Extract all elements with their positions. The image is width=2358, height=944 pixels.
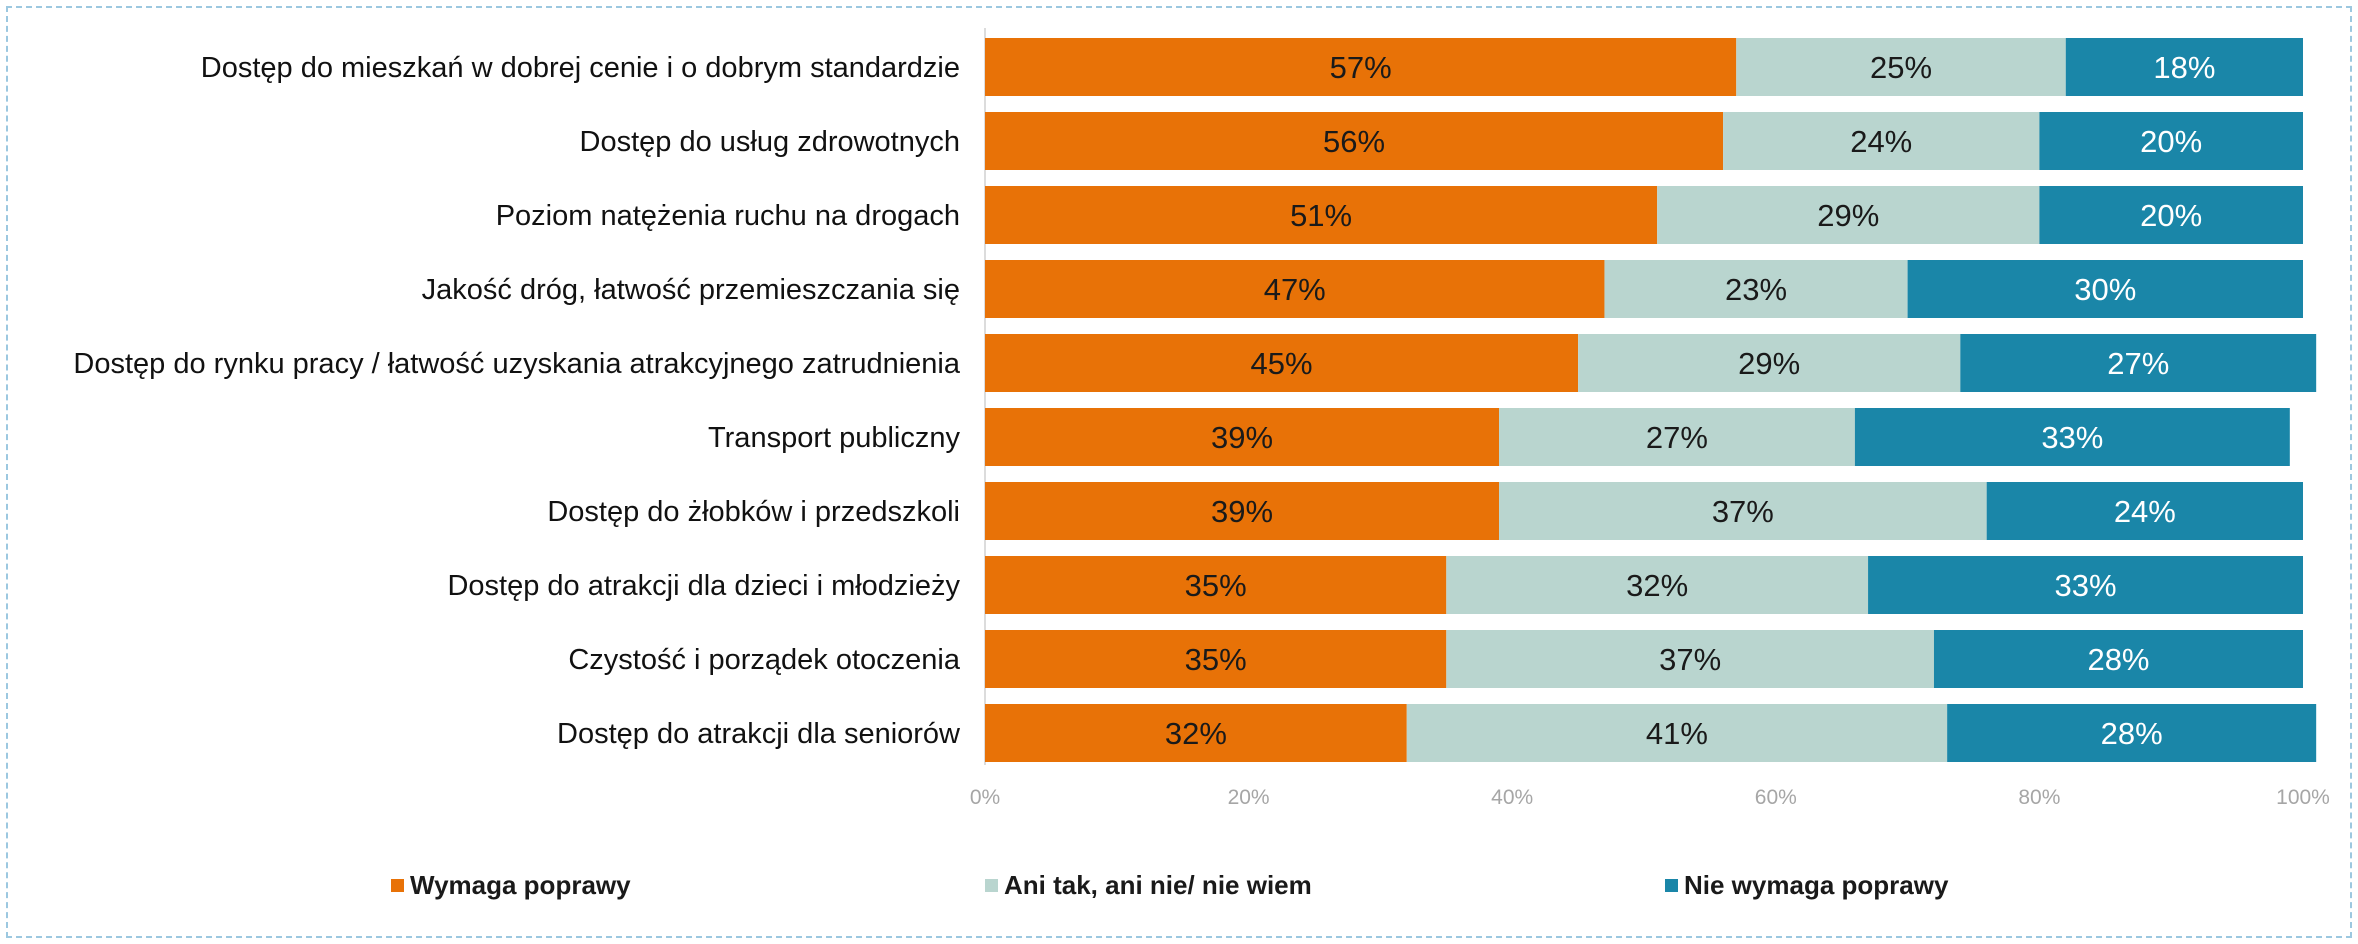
x-tick-label: 60%: [1755, 786, 1797, 809]
data-label: 56%: [1323, 124, 1385, 159]
category-label: Dostęp do rynku pracy / łatwość uzyskani…: [73, 348, 960, 380]
bar-segment-nie-wymaga-poprawy: [1933, 630, 2303, 688]
legend-label: Nie wymaga poprawy: [1684, 870, 1949, 900]
bar-segment-ani-tak-ani-nie: [1723, 112, 2040, 170]
bar-segment-ani-tak-ani-nie: [1499, 482, 1987, 540]
data-label: 27%: [1646, 420, 1708, 455]
bar-segment-nie-wymaga-poprawy: [2039, 186, 2303, 244]
data-label: 35%: [1185, 642, 1247, 677]
bar-segment-wymaga-poprawy: [985, 630, 1447, 688]
data-label: 24%: [1850, 124, 1912, 159]
bar-segment-ani-tak-ani-nie: [1499, 408, 1855, 466]
category-label: Transport publiczny: [708, 422, 960, 454]
bar-segment-wymaga-poprawy: [985, 556, 1447, 614]
legend-swatch-teal: [1665, 879, 1678, 892]
chart-frame: [6, 6, 2352, 938]
category-label: Czystość i porządek otoczenia: [568, 644, 961, 676]
x-tick-label: 80%: [2018, 786, 2060, 809]
data-label: 32%: [1626, 568, 1688, 603]
data-label: 20%: [2140, 124, 2202, 159]
bar-segment-wymaga-poprawy: [985, 704, 1407, 762]
data-label: 32%: [1165, 716, 1227, 751]
x-tick-label: 20%: [1228, 786, 1270, 809]
category-label: Dostęp do atrakcji dla dzieci i młodzież…: [447, 570, 960, 602]
data-label: 28%: [2087, 642, 2149, 677]
bar-segment-nie-wymaga-poprawy: [1947, 704, 2317, 762]
data-label: 27%: [2107, 346, 2169, 381]
bar-segment-ani-tak-ani-nie: [1406, 704, 1948, 762]
bar-segment-wymaga-poprawy: [985, 186, 1658, 244]
data-label: 25%: [1870, 50, 1932, 85]
data-label: 28%: [2101, 716, 2163, 751]
legend-item-nie-wymaga-poprawy: Nie wymaga poprawy: [1665, 870, 1948, 901]
legend-item-wymaga-poprawy: Wymaga poprawy: [391, 870, 631, 901]
data-label: 29%: [1817, 198, 1879, 233]
data-label: 41%: [1646, 716, 1708, 751]
bar-segment-nie-wymaga-poprawy: [1868, 556, 2303, 614]
data-label: 23%: [1725, 272, 1787, 307]
bar-segment-ani-tak-ani-nie: [1604, 260, 1908, 318]
bar-segment-nie-wymaga-poprawy: [1960, 334, 2317, 392]
bar-segment-wymaga-poprawy: [985, 482, 1500, 540]
bar-segment-nie-wymaga-poprawy: [2039, 112, 2303, 170]
bar-segment-wymaga-poprawy: [985, 112, 1724, 170]
data-label: 29%: [1738, 346, 1800, 381]
bar-segment-ani-tak-ani-nie: [1446, 556, 1869, 614]
category-label: Jakość dróg, łatwość przemieszczania się: [422, 274, 960, 306]
data-label: 37%: [1659, 642, 1721, 677]
data-label: 33%: [2055, 568, 2117, 603]
bar-segment-wymaga-poprawy: [985, 334, 1579, 392]
x-tick-label: 100%: [2276, 786, 2330, 809]
data-label: 47%: [1264, 272, 1326, 307]
legend-label: Ani tak, ani nie/ nie wiem: [1004, 870, 1312, 900]
data-label: 37%: [1712, 494, 1774, 529]
legend-label: Wymaga poprawy: [410, 870, 631, 900]
data-label: 51%: [1290, 198, 1352, 233]
data-label: 35%: [1185, 568, 1247, 603]
category-label: Dostęp do atrakcji dla seniorów: [557, 718, 961, 750]
legend-swatch-orange: [391, 879, 404, 892]
bar-segment-nie-wymaga-poprawy: [1986, 482, 2303, 540]
bar-segment-nie-wymaga-poprawy: [1854, 408, 2290, 466]
x-tick-label: 40%: [1491, 786, 1533, 809]
data-label: 20%: [2140, 198, 2202, 233]
data-label: 24%: [2114, 494, 2176, 529]
bar-segment-nie-wymaga-poprawy: [2065, 38, 2303, 96]
bar-segment-ani-tak-ani-nie: [1736, 38, 2066, 96]
bar-segment-wymaga-poprawy: [985, 260, 1605, 318]
x-tick-label: 0%: [970, 786, 1000, 809]
legend-swatch-lightgreen: [985, 879, 998, 892]
data-label: 39%: [1211, 420, 1273, 455]
bar-segment-wymaga-poprawy: [985, 408, 1500, 466]
bar-segment-wymaga-poprawy: [985, 38, 1737, 96]
data-label: 33%: [2041, 420, 2103, 455]
category-label: Dostęp do mieszkań w dobrej cenie i o do…: [201, 52, 960, 84]
bar-segment-ani-tak-ani-nie: [1657, 186, 2040, 244]
category-label: Dostęp do żłobków i przedszkoli: [547, 496, 960, 528]
data-label: 57%: [1330, 50, 1392, 85]
data-label: 45%: [1251, 346, 1313, 381]
legend-item-ani-tak-ani-nie: Ani tak, ani nie/ nie wiem: [985, 870, 1312, 901]
data-label: 18%: [2153, 50, 2215, 85]
bar-segment-ani-tak-ani-nie: [1446, 630, 1934, 688]
category-label: Dostęp do usług zdrowotnych: [580, 126, 960, 158]
data-label: 30%: [2074, 272, 2136, 307]
data-label: 39%: [1211, 494, 1273, 529]
bar-segment-ani-tak-ani-nie: [1578, 334, 1961, 392]
category-label: Poziom natężenia ruchu na drogach: [496, 200, 960, 232]
bar-segment-nie-wymaga-poprawy: [1907, 260, 2303, 318]
